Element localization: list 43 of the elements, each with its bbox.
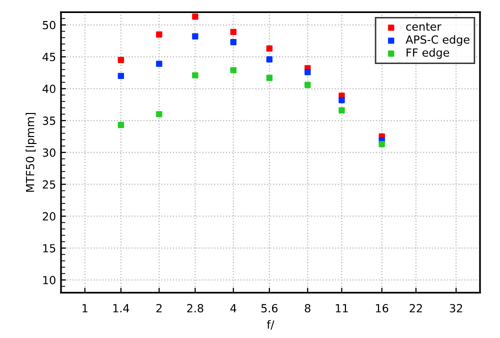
point — [304, 69, 311, 76]
x-tick-label: 1.4 — [113, 304, 130, 312]
x-tick-label: 11 — [336, 304, 348, 312]
point — [230, 39, 236, 46]
point — [230, 67, 236, 74]
point — [230, 28, 236, 36]
point — [156, 60, 162, 67]
legend-label: APS-C edge — [406, 35, 470, 46]
y-axis-title: MTF50 [lpmm] — [26, 112, 36, 192]
x-tick-label: 16 — [376, 304, 388, 312]
y-tick-label: 40 — [42, 84, 56, 94]
point — [118, 122, 124, 128]
x-tick-label: 2.8 — [187, 304, 204, 312]
x-tick-label: 4 — [230, 304, 236, 312]
x-tick-label: 5.6 — [261, 304, 278, 312]
y-tick-label: 25 — [42, 180, 56, 189]
point — [378, 141, 385, 148]
point — [118, 56, 124, 64]
y-tick-label: 30 — [42, 148, 56, 157]
point — [266, 56, 273, 62]
point — [118, 72, 124, 80]
point — [156, 31, 162, 38]
x-tick-label: 2 — [156, 304, 162, 312]
point — [192, 33, 198, 40]
x-tick-label: 22 — [410, 304, 422, 312]
x-tick-label: 8 — [304, 304, 310, 312]
x-tick-label: 1 — [82, 304, 88, 312]
legend-label: center — [406, 22, 442, 31]
y-tick-label: 45 — [42, 52, 56, 62]
point — [266, 45, 273, 52]
point — [192, 14, 198, 20]
point — [156, 111, 162, 118]
x-tick-label: 32 — [450, 304, 462, 312]
x-axis-title: f/ — [266, 320, 274, 330]
point — [192, 72, 198, 78]
point — [304, 82, 311, 88]
y-tick-label: 15 — [43, 244, 56, 252]
point — [266, 74, 273, 81]
y-tick-label: 20 — [42, 212, 56, 221]
y-tick-label: 10 — [43, 276, 56, 284]
y-tick-label: 35 — [42, 116, 56, 125]
legend-label: FF edge — [406, 48, 450, 59]
y-tick-label: 50 — [42, 20, 56, 30]
